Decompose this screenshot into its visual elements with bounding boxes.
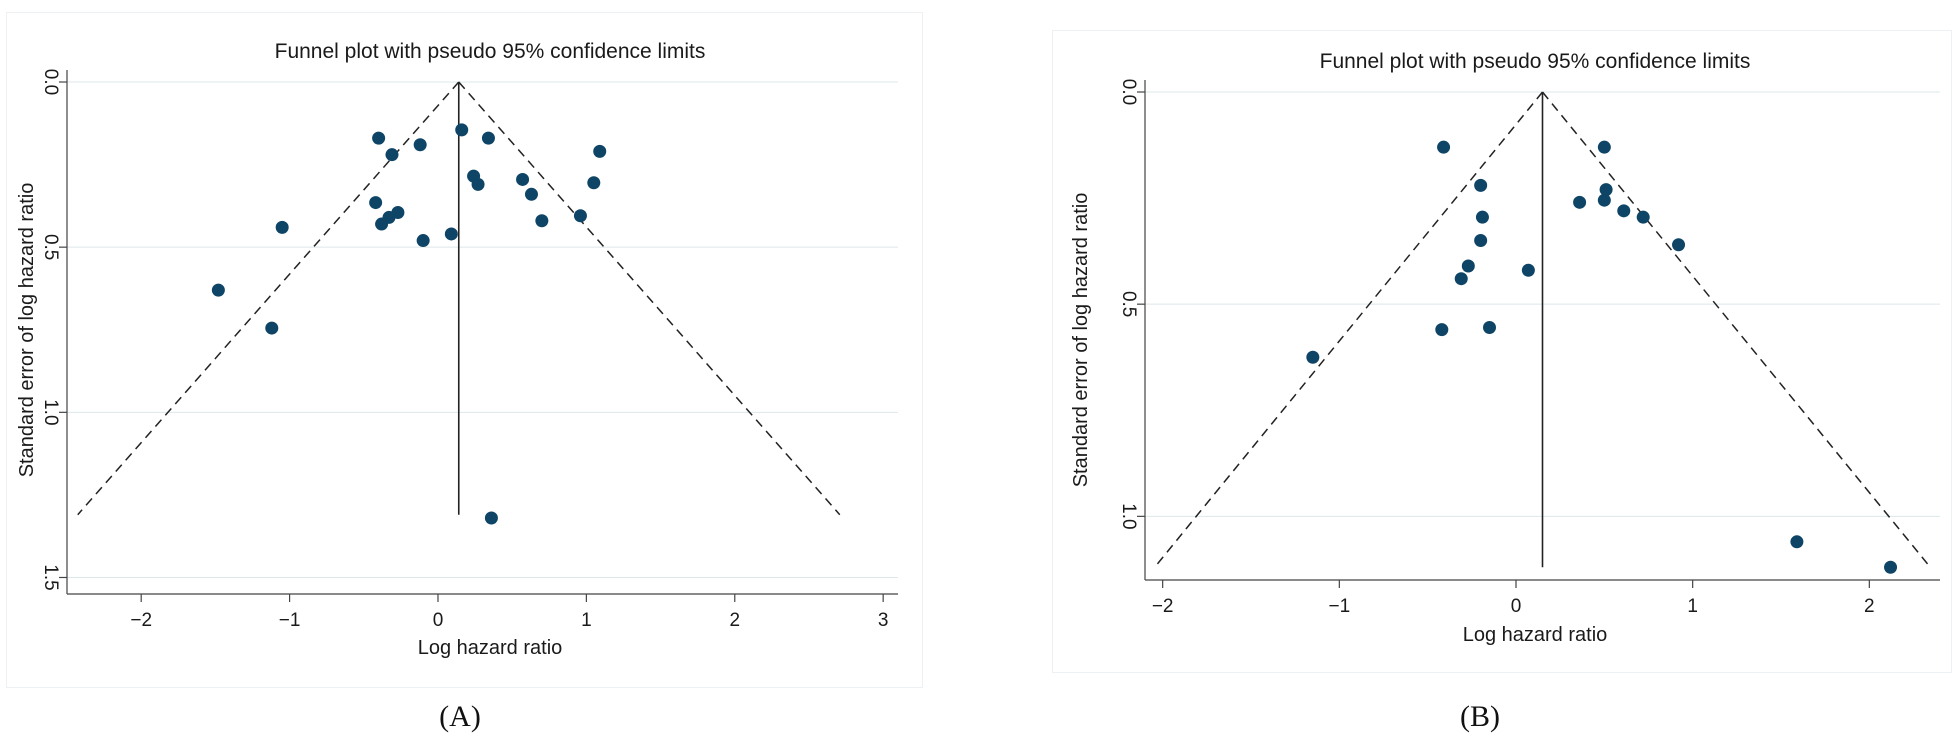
- upper-confidence-limit-line: [458, 81, 841, 516]
- study-point: [372, 131, 386, 145]
- upper-confidence-limit-line: [1541, 91, 1931, 568]
- panel-label-b: (B): [1460, 700, 1500, 733]
- chart-title: Funnel plot with pseudo 95% confidence l…: [275, 40, 706, 63]
- study-point: [1306, 350, 1320, 364]
- study-point: [1672, 238, 1686, 252]
- study-point: [1461, 259, 1475, 273]
- y-tick-label: 0.0: [1118, 79, 1139, 105]
- study-point: [1884, 560, 1898, 574]
- study-point: [275, 220, 289, 234]
- study-point: [413, 138, 427, 152]
- x-tick-label: 3: [878, 610, 889, 631]
- study-point: [573, 209, 587, 223]
- study-point: [1483, 321, 1496, 335]
- study-point: [481, 131, 495, 145]
- study-point: [1474, 234, 1488, 248]
- x-axis-label: Log hazard ratio: [1463, 624, 1608, 646]
- study-point: [1636, 210, 1650, 224]
- y-tick-label: 0.5: [1118, 291, 1139, 317]
- study-point: [1435, 323, 1449, 337]
- study-point: [524, 187, 538, 201]
- panel-label-a: (A): [439, 700, 481, 733]
- x-tick-label: 0: [433, 610, 444, 631]
- x-tick-label: 2: [1864, 596, 1875, 617]
- study-point: [444, 227, 458, 241]
- study-point: [1617, 204, 1631, 218]
- x-axis-label: Log hazard ratio: [418, 637, 563, 659]
- x-tick-label: 1: [1687, 596, 1698, 617]
- y-tick-label: 1.5: [40, 564, 61, 590]
- x-tick-label: 2: [729, 610, 740, 631]
- y-tick-label: 1.0: [1118, 503, 1139, 529]
- study-point: [484, 511, 498, 525]
- x-tick-label: −1: [279, 610, 301, 631]
- study-point: [265, 321, 279, 335]
- study-point: [1573, 195, 1587, 209]
- funnel-plot-panel-b: −2 −1 0 1 2 0.0 0.5 1.0 Funnel plot with pseudo …: [1040, 0, 1957, 754]
- study-point: [1597, 140, 1611, 154]
- study-point: [1790, 535, 1804, 549]
- study-point: [1437, 140, 1451, 154]
- study-point: [1599, 183, 1613, 197]
- study-point: [385, 148, 399, 162]
- study-point: [593, 144, 607, 158]
- study-point: [535, 214, 549, 228]
- lower-confidence-limit-line: [1154, 91, 1544, 568]
- study-point: [471, 177, 485, 191]
- study-point: [416, 234, 430, 248]
- study-point: [211, 283, 225, 297]
- x-tick-label: −2: [1152, 596, 1174, 617]
- x-tick-label: 0: [1511, 596, 1522, 617]
- study-point: [1597, 193, 1611, 207]
- x-tick-label: −1: [1328, 596, 1350, 617]
- study-point: [455, 123, 469, 137]
- y-tick-label: 1.0: [40, 399, 61, 425]
- study-point: [391, 205, 405, 219]
- funnel-plot-panel-a: −2 −1 0 1 2 3 0.0 0.5 1.0 1.5 Funnel plot with pse…: [0, 0, 978, 754]
- study-point: [1454, 272, 1468, 286]
- study-point: [587, 176, 601, 190]
- funnel-plot-b: −2 −1 0 1 2 0.0 0.5 1.0 Funnel plot with pseudo …: [1070, 50, 1940, 646]
- funnel-plot-a: −2 −1 0 1 2 3 0.0 0.5 1.0 1.5 Funnel plot with pse…: [16, 40, 898, 659]
- y-axis-label: Standard error of log hazard ratio: [16, 183, 38, 478]
- lower-confidence-limit-line: [77, 81, 460, 516]
- study-point: [369, 196, 383, 210]
- x-tick-label: −2: [130, 610, 152, 631]
- y-tick-label: 0.5: [40, 234, 61, 260]
- study-point: [516, 172, 530, 186]
- study-point: [1475, 210, 1489, 224]
- y-tick-label: 0.0: [40, 69, 61, 95]
- y-axis-label: Standard error of log hazard ratio: [1070, 193, 1092, 488]
- x-tick-label: 1: [581, 610, 592, 631]
- plot-frame: [1052, 30, 1952, 673]
- study-point: [1521, 263, 1535, 277]
- study-point: [1474, 178, 1488, 192]
- chart-title: Funnel plot with pseudo 95% confidence l…: [1320, 50, 1751, 73]
